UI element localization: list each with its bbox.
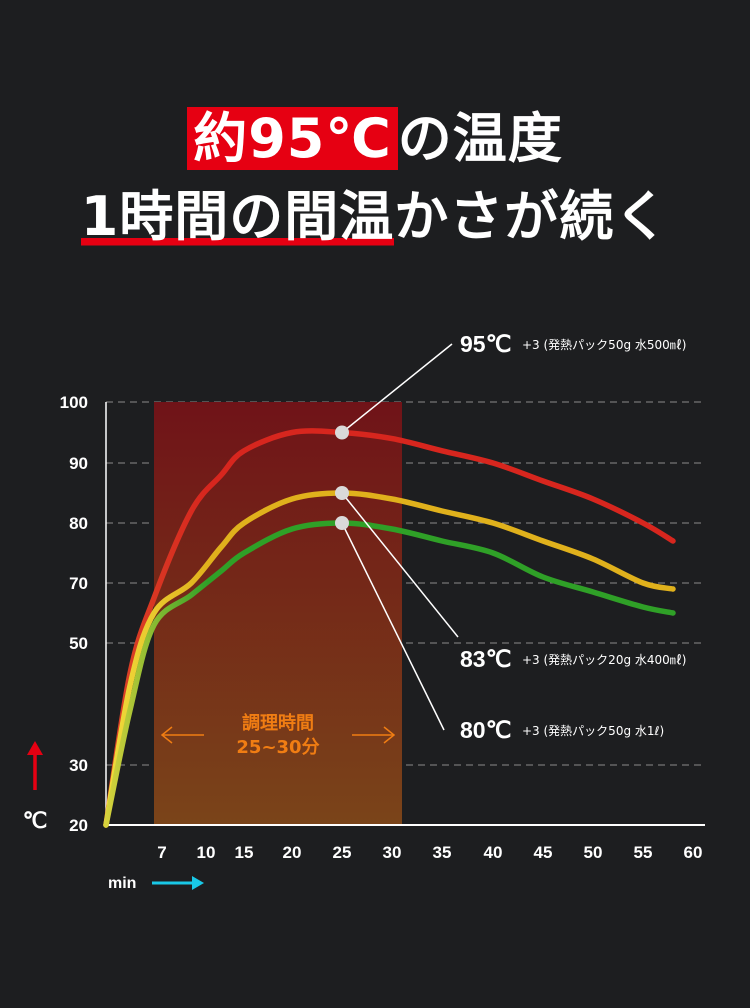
series-layer <box>103 428 676 828</box>
peak-note-label-3: +3 (発熱パック50g 水1ℓ) <box>522 724 664 738</box>
y-tick-label: 20 <box>69 816 88 835</box>
highlight-band-layer: 調理時間 25~30分 <box>154 402 402 825</box>
peak-temp-label-2: 83℃ <box>460 646 511 672</box>
y-tick-label: 80 <box>69 514 88 533</box>
annotation-layer: 95℃ +3 (発熱パック50g 水500㎖) 83℃ +3 (発熱パック20g 水4… <box>335 331 686 743</box>
axis-layer: 20 30 50 70 80 90 100 7 10 15 20 25 30 35 40 45 50 55 60 mi… <box>23 393 705 892</box>
peak-note-label-1: +3 (発熱パック50g 水500㎖) <box>522 338 686 352</box>
band-label-line2: 25~30分 <box>236 737 319 758</box>
headline-underlined: 1時間の間温 <box>80 185 395 248</box>
x-tick-label: 45 <box>534 843 553 862</box>
headline: 約95℃ の温度 1時間の間温かさが続く <box>0 100 750 256</box>
x-tick-label: 30 <box>383 843 402 862</box>
y-axis-unit-label: ℃ <box>23 808 48 833</box>
band-arrow-right-head <box>383 726 396 744</box>
y-tick-label: 100 <box>60 393 88 412</box>
x-tick-label: 40 <box>484 843 503 862</box>
x-tick-label: 10 <box>197 843 216 862</box>
leader-line-1 <box>341 343 453 434</box>
band-label-line1: 調理時間 <box>242 712 314 734</box>
y-tick-label: 50 <box>69 634 88 653</box>
x-tick-label: 7 <box>157 843 166 862</box>
x-axis-arrow-head <box>192 876 204 890</box>
peak-marker-2 <box>335 486 349 500</box>
series-line-3 <box>103 520 676 828</box>
peak-temp-label-1: 95℃ <box>460 331 511 357</box>
y-tick-label: 90 <box>69 454 88 473</box>
leader-line-3 <box>341 522 445 731</box>
x-tick-label: 15 <box>235 843 254 862</box>
x-tick-label: 25 <box>333 843 352 862</box>
peak-marker-1 <box>335 425 349 440</box>
headline-line-1: 約95℃ の温度 <box>0 100 750 178</box>
series-line-2 <box>103 490 676 828</box>
x-tick-label: 20 <box>283 843 302 862</box>
peak-note-label-2: +3 (発熱パック20g 水400㎖) <box>522 653 686 667</box>
x-tick-label: 50 <box>584 843 603 862</box>
y-tick-label: 70 <box>69 574 88 593</box>
y-axis-arrow-head <box>27 741 43 755</box>
x-tick-label: 60 <box>684 843 703 862</box>
y-tick-label: 30 <box>69 756 88 775</box>
highlight-band <box>154 402 402 825</box>
series-line-1 <box>103 428 676 828</box>
x-axis-label: min <box>108 875 136 892</box>
headline-highlight: 約95℃ <box>187 107 398 170</box>
x-tick-label: 55 <box>634 843 653 862</box>
band-arrow-left-head <box>160 726 173 744</box>
peak-temp-label-3: 80℃ <box>460 717 511 743</box>
headline-line-2: 1時間の間温かさが続く <box>0 178 750 256</box>
x-tick-label: 35 <box>433 843 452 862</box>
peak-marker-3 <box>335 516 349 530</box>
leader-line-2 <box>341 492 459 638</box>
headline-line1-rest: の温度 <box>397 107 563 170</box>
headline-line2-rest: かさが続く <box>394 185 670 248</box>
